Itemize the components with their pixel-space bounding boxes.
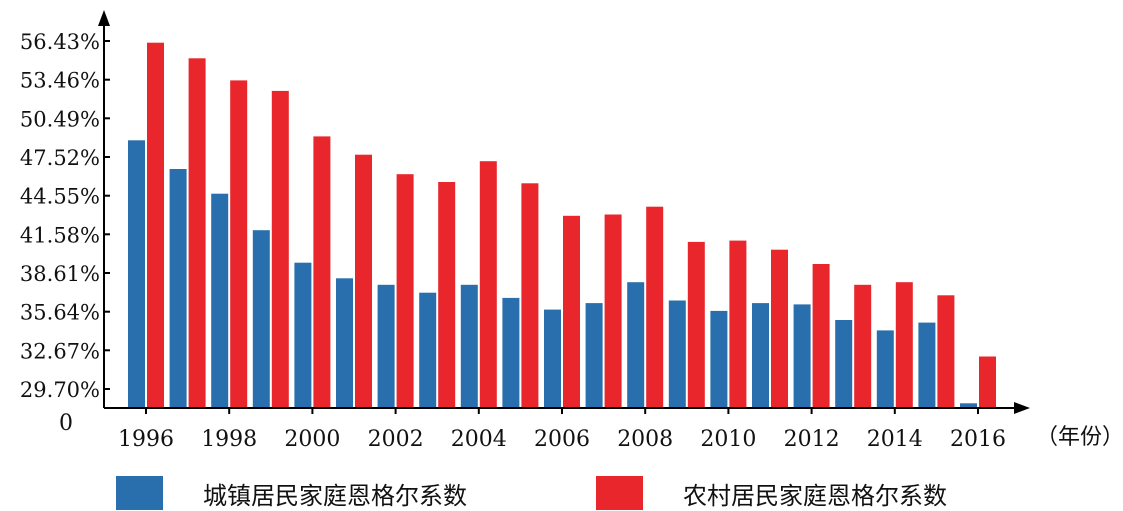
bar-urban-2012 bbox=[793, 304, 811, 408]
bar-urban-2010 bbox=[710, 310, 728, 408]
y-tick-label: 32.67% bbox=[20, 339, 100, 363]
bar-urban-2003 bbox=[419, 292, 437, 408]
bar-urban-2009 bbox=[668, 300, 686, 408]
x-axis-arrow bbox=[1014, 402, 1030, 414]
x-tick-label-2014: 2014 bbox=[867, 427, 923, 452]
bar-urban-1996 bbox=[128, 140, 145, 409]
bar-urban-2011 bbox=[752, 303, 769, 408]
legend: 城镇居民家庭恩格尔系数 农村居民家庭恩格尔系数 bbox=[0, 475, 1123, 511]
bar-urban-2008 bbox=[627, 282, 645, 408]
legend-label-rural: 农村居民家庭恩格尔系数 bbox=[683, 481, 947, 510]
x-tick-label-2006: 2006 bbox=[534, 427, 590, 452]
bar-rural-2011 bbox=[771, 249, 788, 408]
bar-rural-1999 bbox=[271, 90, 289, 409]
bar-rural-1998 bbox=[230, 80, 248, 409]
bar-rural-1996 bbox=[147, 42, 164, 408]
bar-rural-2015 bbox=[937, 295, 955, 408]
bar-rural-2000 bbox=[313, 136, 331, 408]
origin-label: 0 bbox=[59, 411, 73, 436]
bar-rural-2014 bbox=[895, 282, 913, 408]
y-tick-label: 56.43% bbox=[20, 30, 100, 54]
chart-svg: 29.70% 32.67% 35.64% 38.61% 41.58% 44.55% 47.5… bbox=[20, 10, 1123, 452]
bar-urban-2002 bbox=[377, 284, 395, 408]
bar-urban-2014 bbox=[876, 330, 894, 408]
y-tick-label: 35.64% bbox=[20, 301, 100, 325]
y-ticks-layer: 29.70% 32.67% 35.64% 38.61% 41.58% 44.55% 47.5… bbox=[20, 30, 110, 402]
legend-item-rural: 农村居民家庭恩格尔系数 bbox=[596, 475, 947, 511]
bar-rural-2007 bbox=[604, 214, 622, 408]
bar-urban-1998 bbox=[211, 193, 229, 408]
y-tick-label: 44.55% bbox=[20, 185, 100, 209]
y-tick-label: 29.70% bbox=[20, 378, 100, 402]
bar-urban-2013 bbox=[835, 320, 853, 408]
y-tick-label: 41.58% bbox=[20, 223, 100, 247]
bar-rural-2016 bbox=[979, 356, 996, 408]
bar-urban-2016 bbox=[960, 403, 977, 408]
bar-rural-2013 bbox=[854, 284, 872, 408]
x-tick-label-1996: 1996 bbox=[118, 427, 174, 452]
bar-rural-2002 bbox=[396, 174, 414, 408]
legend-item-urban: 城镇居民家庭恩格尔系数 bbox=[116, 475, 467, 511]
bar-urban-2000 bbox=[294, 262, 312, 408]
x-tick-label-1998: 1998 bbox=[201, 427, 257, 452]
bar-rural-2005 bbox=[521, 183, 539, 408]
bar-rural-2008 bbox=[646, 206, 664, 408]
bar-rural-2003 bbox=[438, 182, 456, 408]
y-tick-label: 50.49% bbox=[20, 107, 100, 131]
bar-rural-2012 bbox=[812, 264, 830, 408]
bar-rural-2004 bbox=[479, 161, 497, 408]
bars-layer bbox=[128, 42, 996, 409]
bar-urban-2005 bbox=[502, 297, 520, 408]
legend-label-urban: 城镇居民家庭恩格尔系数 bbox=[203, 481, 467, 510]
x-tick-label-2000: 2000 bbox=[284, 427, 340, 452]
bar-urban-2007 bbox=[585, 303, 603, 408]
bar-urban-1999 bbox=[252, 230, 270, 408]
x-tick-label-2004: 2004 bbox=[451, 427, 507, 452]
bar-urban-2006 bbox=[544, 309, 561, 408]
legend-swatch-urban bbox=[116, 476, 163, 510]
bar-rural-2006 bbox=[563, 215, 580, 408]
legend-swatch-rural bbox=[596, 476, 643, 510]
x-ticks-layer: 1996 1998 2000 2002 2004 2006 2008 2010 2012 2014… bbox=[118, 408, 1006, 452]
y-tick-label: 53.46% bbox=[20, 69, 100, 93]
y-tick-label: 47.52% bbox=[20, 146, 100, 170]
x-tick-label-2016: 2016 bbox=[950, 427, 1006, 452]
bar-urban-1997 bbox=[169, 169, 187, 408]
x-axis-label: （年份） bbox=[1036, 425, 1123, 450]
bar-urban-2001 bbox=[336, 278, 353, 408]
x-tick-label-2008: 2008 bbox=[617, 427, 673, 452]
bar-rural-2010 bbox=[729, 240, 747, 408]
bar-rural-2001 bbox=[355, 154, 372, 408]
x-tick-label-2012: 2012 bbox=[784, 427, 840, 452]
y-axis-arrow bbox=[98, 10, 110, 26]
bar-rural-2009 bbox=[687, 241, 705, 408]
y-tick-label: 38.61% bbox=[20, 262, 100, 286]
bar-rural-1997 bbox=[188, 58, 206, 409]
bar-urban-2015 bbox=[918, 322, 936, 408]
x-tick-label-2002: 2002 bbox=[368, 427, 424, 452]
x-tick-label-2010: 2010 bbox=[700, 427, 756, 452]
bar-urban-2004 bbox=[460, 284, 478, 408]
